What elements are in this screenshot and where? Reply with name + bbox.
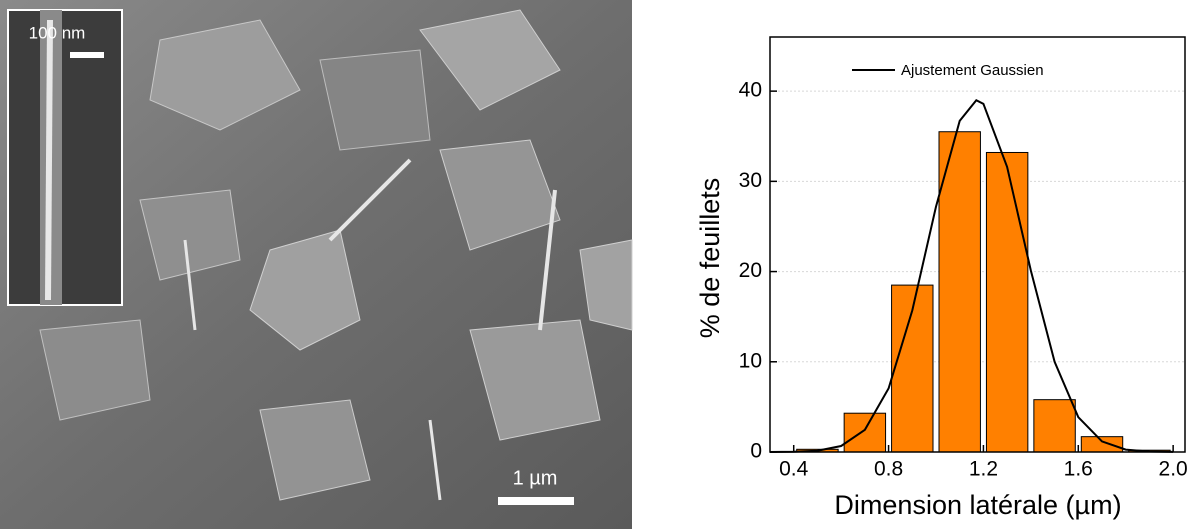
bar — [985, 151, 1029, 453]
plot: 0 10 20 30 40 0.4 0.8 1.2 1.6 2.0 Ajustement Gauss… — [739, 36, 1188, 481]
x-tick-label: 0.8 — [874, 458, 903, 481]
inset-scale-label: 100 nm — [29, 23, 86, 42]
scale-label: 1 µm — [513, 467, 558, 489]
bar — [1080, 436, 1124, 453]
plot-frame — [769, 36, 1186, 453]
y-tick-label: 40 — [739, 79, 762, 102]
y-axis-label: % de feuillets — [695, 178, 725, 339]
y-tick-label: 0 — [750, 440, 762, 463]
y-tick-label: 10 — [739, 349, 762, 372]
bar — [843, 412, 887, 453]
scale-bar — [498, 497, 574, 505]
legend-label: Ajustement Gaussien — [901, 62, 1044, 79]
bar — [1033, 399, 1076, 453]
x-tick-label: 1.2 — [969, 458, 998, 481]
x-tick-label: 1.6 — [1064, 458, 1093, 481]
sem-image: 100 nm 1 µm — [0, 0, 633, 529]
bar — [938, 131, 981, 453]
y-tick-label: 30 — [739, 169, 762, 192]
x-tick-label: 2.0 — [1159, 458, 1188, 481]
x-axis-label: Dimension latérale (µm) — [834, 490, 1121, 520]
y-tick-label: 20 — [739, 259, 762, 282]
fit-curve — [769, 98, 1174, 453]
x-tick-label: 0.4 — [779, 458, 809, 481]
inset-scale-bar — [70, 52, 104, 58]
